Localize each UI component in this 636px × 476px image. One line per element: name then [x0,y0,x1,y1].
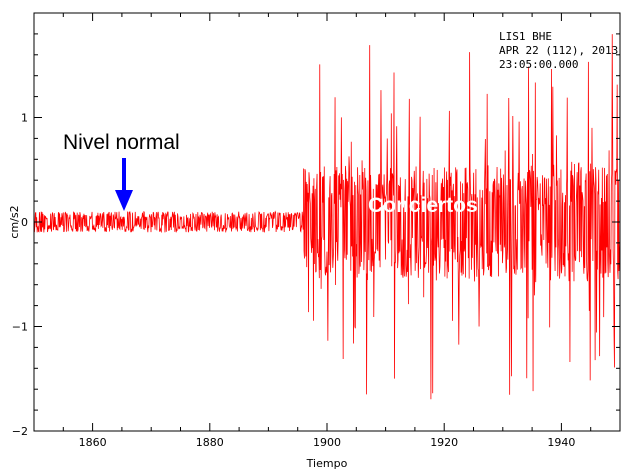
station-header-line-3: 23:05:00.000 [499,58,578,71]
down-arrow-icon [115,158,133,211]
x-tick-label: 1900 [313,436,341,449]
y-tick-label: 1 [21,112,28,125]
x-tick-label: 1920 [430,436,458,449]
x-tick-label: 1880 [196,436,224,449]
x-tick-label: 1860 [79,436,107,449]
signal-trace-0 [33,34,621,400]
signal-trace-layer [33,34,621,400]
annotation-concerts: Conciertos [368,194,478,217]
station-header-line-1: LIS1 BHE [499,30,552,43]
y-tick-label: −2 [12,425,28,438]
station-header-line-2: APR 22 (112), 2013 [499,44,618,57]
y-tick-label: 0 [21,216,28,229]
y-axis-ticks: −2 −1 0 1 [12,33,620,438]
station-header: LIS1 BHE APR 22 (112), 2013 23:05:00.000 [499,30,618,71]
x-axis-title: Tiempo [306,457,348,470]
y-axis-title: cm/s2 [8,205,21,238]
annotation-normal-level: Nivel normal [63,131,180,154]
x-axis-ticks: 1860 1880 1900 1920 1940 [33,13,621,449]
y-tick-label: −1 [12,321,28,334]
x-tick-label: 1940 [547,436,575,449]
